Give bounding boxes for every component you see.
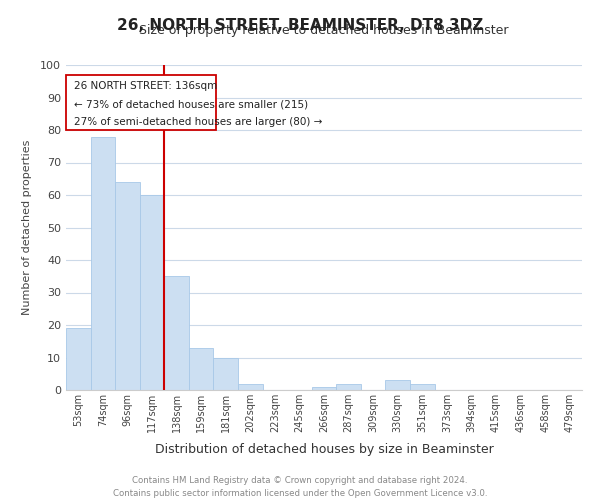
Text: ← 73% of detached houses are smaller (215): ← 73% of detached houses are smaller (21… bbox=[74, 99, 308, 109]
Bar bbox=[164, 276, 189, 390]
Bar bbox=[66, 328, 91, 390]
Bar bbox=[312, 387, 336, 390]
Bar bbox=[214, 358, 238, 390]
Bar bbox=[140, 195, 164, 390]
X-axis label: Distribution of detached houses by size in Beaminster: Distribution of detached houses by size … bbox=[155, 444, 493, 456]
Text: 27% of semi-detached houses are larger (80) →: 27% of semi-detached houses are larger (… bbox=[74, 117, 322, 127]
Bar bbox=[115, 182, 140, 390]
Bar bbox=[91, 136, 115, 390]
Text: Contains HM Land Registry data © Crown copyright and database right 2024.
Contai: Contains HM Land Registry data © Crown c… bbox=[113, 476, 487, 498]
Bar bbox=[238, 384, 263, 390]
Y-axis label: Number of detached properties: Number of detached properties bbox=[22, 140, 32, 315]
Title: Size of property relative to detached houses in Beaminster: Size of property relative to detached ho… bbox=[139, 24, 509, 38]
Text: 26, NORTH STREET, BEAMINSTER, DT8 3DZ: 26, NORTH STREET, BEAMINSTER, DT8 3DZ bbox=[117, 18, 483, 32]
Text: 26 NORTH STREET: 136sqm: 26 NORTH STREET: 136sqm bbox=[74, 81, 217, 91]
Bar bbox=[189, 348, 214, 390]
Bar bbox=[336, 384, 361, 390]
Bar bbox=[385, 380, 410, 390]
FancyBboxPatch shape bbox=[66, 74, 216, 130]
Bar bbox=[410, 384, 434, 390]
